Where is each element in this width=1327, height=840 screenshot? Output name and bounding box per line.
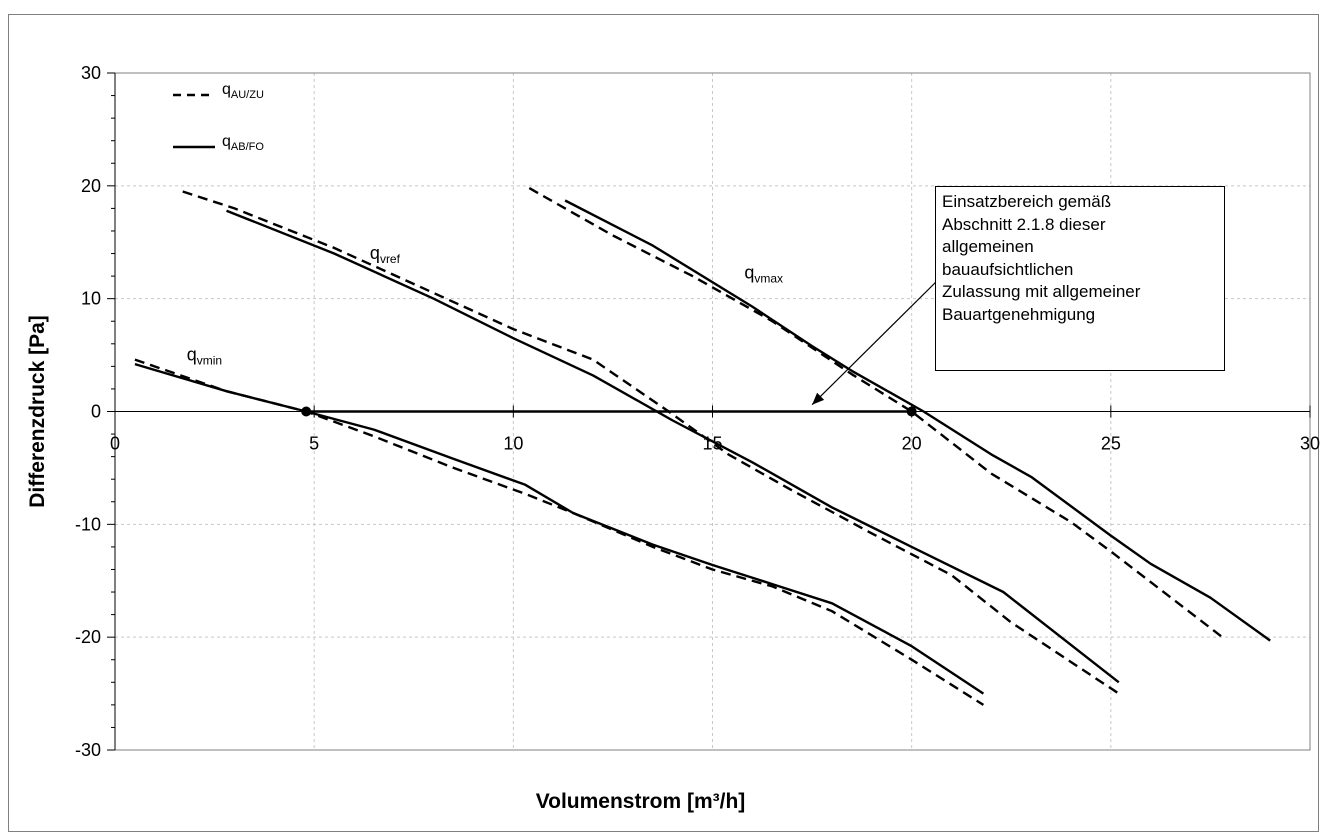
series-line-vmax-dashed <box>528 187 1224 639</box>
series-label-vmax: qvmax <box>744 262 783 285</box>
y-tick-label: -20 <box>75 627 101 647</box>
series-line-vmax-solid <box>564 199 1271 642</box>
annotation-arrow-head <box>812 392 825 405</box>
y-tick-label: 30 <box>81 63 101 83</box>
series-label-vref: qvref <box>370 243 401 266</box>
x-tick-label: 30 <box>1300 434 1320 454</box>
y-tick-label: 0 <box>91 402 101 422</box>
chart-frame <box>8 14 1319 832</box>
y-tick-label: 10 <box>81 289 101 309</box>
y-tick-label: 20 <box>81 176 101 196</box>
series-lines <box>134 187 1271 706</box>
data-marker <box>301 406 312 417</box>
series-labels: qvmin qvref qvmax <box>187 243 783 368</box>
x-tick-label: 5 <box>309 434 319 454</box>
x-tick-label: 20 <box>902 434 922 454</box>
annotation-arrow-line <box>811 275 943 406</box>
annotation-arrow <box>811 275 943 406</box>
data-marker <box>906 406 917 417</box>
y-axis-title: Differenzdruck [Pa] <box>26 315 49 508</box>
series-line-vmin-solid <box>134 362 985 695</box>
series-label-vmin: qvmin <box>187 345 222 368</box>
y-tick-label: -30 <box>75 740 101 760</box>
x-tick-label: 25 <box>1101 434 1121 454</box>
y-tick-label: -10 <box>75 514 101 534</box>
annotation-box: Einsatzbereich gemäß Abschnitt 2.1.8 die… <box>935 186 1225 371</box>
series-line-vref-solid <box>226 209 1120 684</box>
legend-label: qAU/ZU <box>222 81 264 101</box>
legend: qAU/ZU qAB/FO <box>173 81 264 153</box>
legend-label: qAB/FO <box>222 133 264 153</box>
x-tick-label: 10 <box>503 434 523 454</box>
x-tick-label: 0 <box>110 434 120 454</box>
x-axis-title: Volumenstrom [m³/h] <box>536 790 746 813</box>
